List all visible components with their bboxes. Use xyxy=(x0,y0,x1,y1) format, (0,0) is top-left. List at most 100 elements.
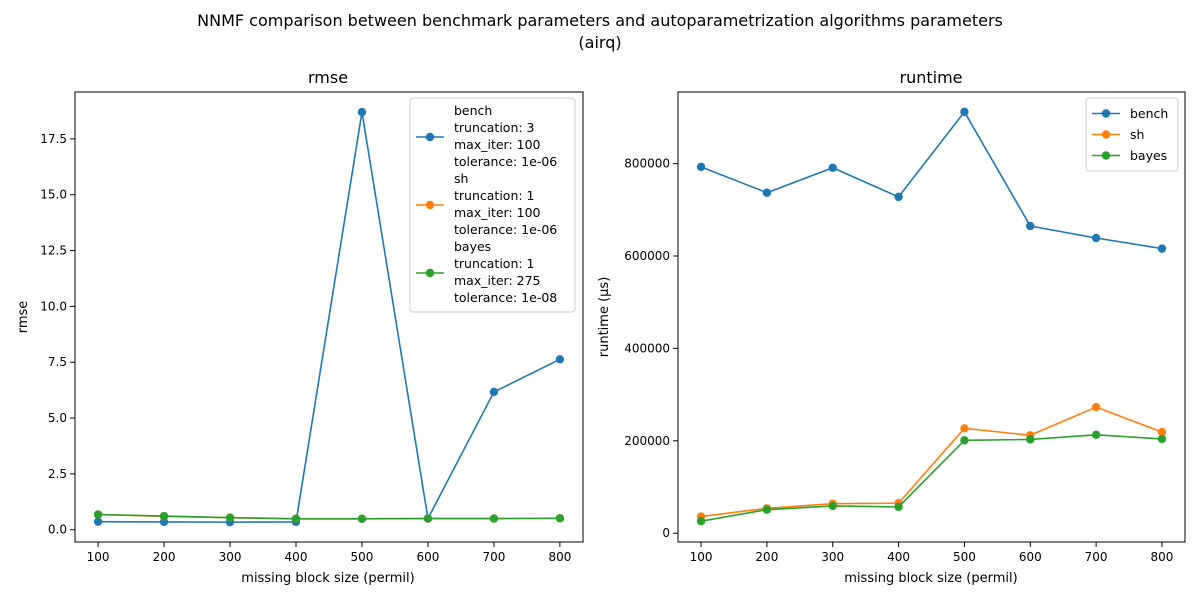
rmse-xtick-label: 600 xyxy=(417,550,440,564)
runtime-point-bayes xyxy=(1157,434,1167,444)
runtime-xtick-label: 600 xyxy=(1019,550,1042,564)
rmse-legend-label-bench: bench xyxy=(454,103,492,118)
rmse-legend-label-bayes: truncation: 1 xyxy=(454,256,535,271)
rmse-point-bayes xyxy=(93,510,103,519)
runtime-point-bench xyxy=(1157,244,1167,253)
rmse-xtick-label: 800 xyxy=(548,550,571,564)
rmse-xtick-label: 300 xyxy=(219,550,242,564)
rmse-point-bayes xyxy=(423,514,433,523)
rmse-point-bayes xyxy=(291,514,301,523)
runtime-xtick-label: 200 xyxy=(755,550,778,564)
rmse-legend-label-sh: sh xyxy=(454,171,468,186)
runtime-xtick-label: 300 xyxy=(821,550,844,564)
rmse-ytick-label: 12.5 xyxy=(40,244,67,258)
rmse-series-line-bench xyxy=(98,111,561,523)
runtime-title: runtime xyxy=(899,68,962,87)
runtime-point-bench xyxy=(696,162,706,172)
rmse-xtick-label: 100 xyxy=(87,550,110,564)
rmse-legend-label-bench: truncation: 3 xyxy=(454,120,535,135)
rmse-xtick-label: 400 xyxy=(285,550,308,564)
runtime-point-sh xyxy=(960,424,969,433)
runtime-point-bayes xyxy=(1026,435,1035,444)
rmse-ytick-label: 15.0 xyxy=(40,188,67,202)
rmse-legend-box xyxy=(409,97,576,313)
rmse-legend-marker-sh xyxy=(425,200,435,210)
rmse-ylabel: rmse xyxy=(16,301,31,334)
rmse-point-bayes xyxy=(225,513,235,522)
figure-suptitle-line1: NNMF comparison between benchmark parame… xyxy=(197,11,1003,30)
runtime-xtick-label: 500 xyxy=(953,550,976,564)
runtime-point-bayes xyxy=(762,505,772,514)
runtime-series-line-sh xyxy=(700,406,1163,518)
rmse-legend-label-bayes: bayes xyxy=(454,239,491,254)
rmse-ytick-label: 17.5 xyxy=(40,132,67,146)
runtime-legend-label-sh: sh xyxy=(1130,127,1144,142)
rmse-legend-label-bench: tolerance: 1e-06 xyxy=(454,154,557,169)
runtime-point-bench xyxy=(1026,221,1035,231)
runtime-xlabel: missing block size (permil) xyxy=(844,571,1017,586)
figure-suptitle-line2: (airq) xyxy=(578,33,621,52)
rmse-xlabel: missing block size (permil) xyxy=(241,571,414,586)
runtime-point-sh xyxy=(1157,427,1167,437)
rmse-legend-label-bayes: max_iter: 275 xyxy=(454,273,541,288)
runtime-xtick-label: 100 xyxy=(690,550,713,564)
rmse-xtick-label: 500 xyxy=(351,550,374,564)
rmse-ytick-label: 5.0 xyxy=(48,411,67,425)
runtime-point-bench xyxy=(894,192,903,202)
rmse-point-bayes xyxy=(159,511,169,521)
runtime-point-bayes xyxy=(696,517,706,526)
runtime-series-line-bayes xyxy=(700,434,1163,522)
runtime-xtick-label: 400 xyxy=(887,550,910,564)
rmse-ytick-label: 0.0 xyxy=(48,523,67,537)
runtime-point-sh xyxy=(1091,402,1101,412)
runtime-ytick-label: 400000 xyxy=(624,341,670,355)
runtime-panel: runtime missing block size (permil) runt… xyxy=(597,68,1186,586)
runtime-point-bench xyxy=(960,107,969,117)
rmse-title: rmse xyxy=(308,68,348,87)
runtime-point-bench xyxy=(762,188,772,197)
runtime-series-line-bench xyxy=(700,110,1163,250)
runtime-axes-frame xyxy=(677,91,1186,543)
runtime-legend-label-bench: bench xyxy=(1130,106,1168,121)
rmse-point-bayes xyxy=(489,514,499,523)
runtime-point-bayes xyxy=(894,502,903,512)
rmse-point-bench xyxy=(489,387,499,397)
rmse-legend-marker-bayes xyxy=(425,268,435,278)
rmse-point-bayes xyxy=(357,514,367,523)
rmse-panel: rmse missing block size (permil) rmse 10… xyxy=(16,68,584,586)
rmse-point-bench xyxy=(357,107,367,117)
rmse-legend-marker-bench xyxy=(425,132,435,142)
runtime-ytick-label: 600000 xyxy=(624,249,670,263)
runtime-point-bayes xyxy=(828,501,837,511)
runtime-ytick-label: 0 xyxy=(662,526,670,540)
runtime-ytick-label: 200000 xyxy=(624,434,670,448)
rmse-ytick-label: 7.5 xyxy=(48,355,67,369)
runtime-point-bayes xyxy=(1091,430,1101,440)
runtime-legend-label-bayes: bayes xyxy=(1130,148,1167,163)
rmse-point-bench xyxy=(93,517,103,526)
runtime-legend-marker-bench xyxy=(1101,109,1111,118)
runtime-point-bayes xyxy=(960,436,969,445)
runtime-legend-marker-sh xyxy=(1101,130,1111,139)
rmse-legend-label-bench: max_iter: 100 xyxy=(454,137,541,152)
rmse-series-line-bayes xyxy=(98,513,560,520)
runtime-xtick-label: 700 xyxy=(1085,550,1108,564)
rmse-ytick-label: 10.0 xyxy=(40,299,67,313)
runtime-ylabel: runtime (µs) xyxy=(597,277,612,358)
rmse-legend-label-bayes: tolerance: 1e-08 xyxy=(454,290,557,305)
rmse-point-bayes xyxy=(555,514,565,523)
rmse-ytick-label: 2.5 xyxy=(48,467,67,481)
rmse-point-bench xyxy=(555,355,565,364)
rmse-legend-label-sh: truncation: 1 xyxy=(454,188,535,203)
rmse-axes-frame xyxy=(74,91,584,543)
rmse-legend-label-sh: max_iter: 100 xyxy=(454,205,541,220)
rmse-xtick-label: 200 xyxy=(153,550,176,564)
runtime-ytick-label: 800000 xyxy=(624,157,670,171)
runtime-point-bench xyxy=(828,163,837,172)
runtime-legend-marker-bayes xyxy=(1101,151,1111,160)
runtime-point-bench xyxy=(1091,233,1101,243)
rmse-legend-label-sh: tolerance: 1e-06 xyxy=(454,222,557,237)
runtime-xtick-label: 800 xyxy=(1151,550,1174,564)
